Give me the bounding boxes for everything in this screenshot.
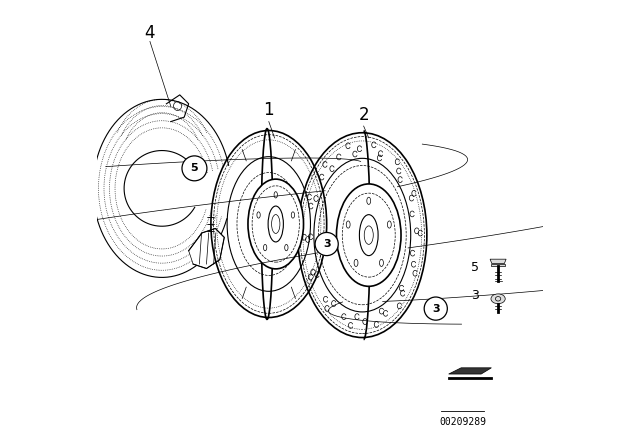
- Circle shape: [424, 297, 447, 320]
- Text: 3: 3: [432, 304, 440, 314]
- Ellipse shape: [491, 294, 505, 304]
- Circle shape: [182, 156, 207, 181]
- Polygon shape: [189, 228, 224, 268]
- Ellipse shape: [248, 179, 303, 269]
- Polygon shape: [490, 259, 506, 263]
- Text: 4: 4: [145, 24, 155, 42]
- Text: 5: 5: [471, 261, 479, 274]
- Text: 00209289: 00209289: [439, 417, 486, 427]
- Text: 1: 1: [264, 101, 274, 120]
- Polygon shape: [491, 263, 505, 266]
- Circle shape: [315, 233, 339, 256]
- Polygon shape: [449, 368, 492, 374]
- Ellipse shape: [337, 184, 401, 286]
- Text: 3: 3: [323, 239, 330, 249]
- Text: 2: 2: [358, 106, 369, 124]
- Text: 3: 3: [471, 289, 479, 302]
- Text: 5: 5: [191, 164, 198, 173]
